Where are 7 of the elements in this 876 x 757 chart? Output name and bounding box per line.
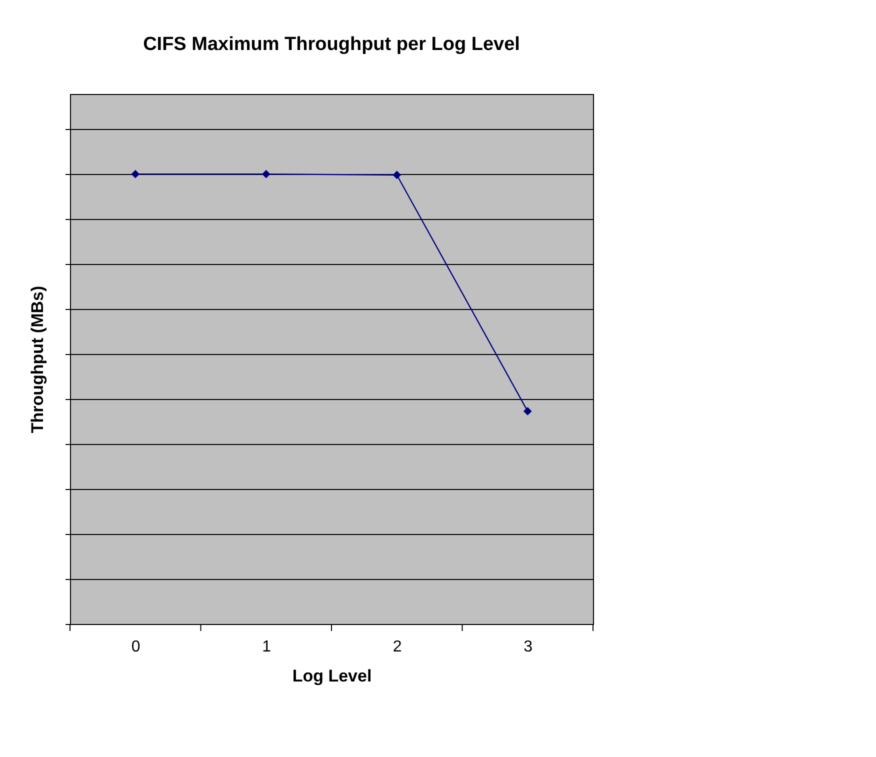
y-axis-title: Throughput (MBs)	[28, 286, 47, 434]
x-tick-label: 2	[392, 638, 402, 656]
x-tick-label: 0	[131, 638, 140, 656]
chart-title: CIFS Maximum Throughput per Log Level	[143, 34, 520, 55]
x-axis-title: Log Level	[292, 666, 372, 686]
x-tick-label: 3	[524, 638, 533, 656]
x-tick-label: 1	[262, 638, 272, 656]
